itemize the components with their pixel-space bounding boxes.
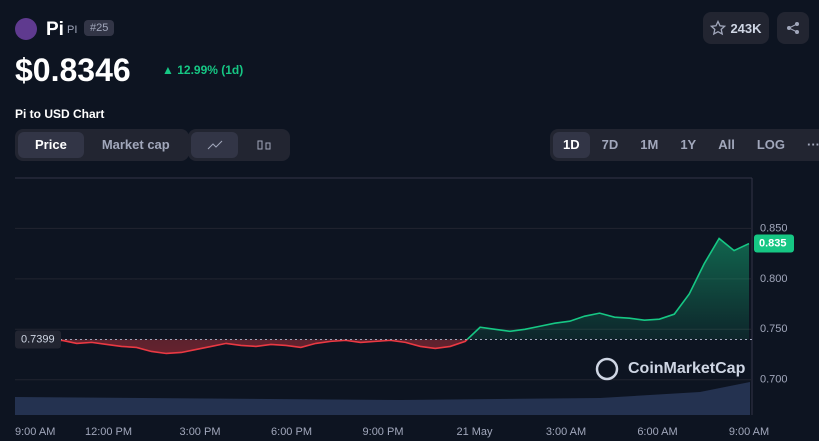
x-tick-label: 3:00 PM xyxy=(180,426,221,438)
area-down xyxy=(17,339,749,354)
line-icon xyxy=(207,140,223,150)
range-button[interactable]: 1M xyxy=(640,137,659,152)
x-tick-label: 21 May xyxy=(456,426,493,438)
chart-title: Pi to USD Chart xyxy=(15,107,105,121)
price: $0.8346 xyxy=(15,52,131,88)
x-tick-label: 3:00 AM xyxy=(546,426,586,438)
price-change-value: 12.99% (1d) xyxy=(177,63,244,77)
candle-type-button[interactable] xyxy=(240,132,287,158)
volume-area xyxy=(15,382,750,415)
coin-symbol: PI xyxy=(67,24,78,36)
tab[interactable]: Price xyxy=(18,132,84,158)
price-change: ▲ 12.99% (1d) xyxy=(162,63,244,77)
baseline-tag xyxy=(15,330,61,349)
range-button[interactable]: 1Y xyxy=(680,137,697,152)
x-tick-label: 9:00 AM xyxy=(729,426,769,438)
watchlist-button[interactable]: 243K xyxy=(703,12,769,44)
chart: 0.700 0.750 0.800 0.850 9:00 AM 12:00 PM 3:00 … xyxy=(15,177,794,438)
coin-logo xyxy=(15,18,37,40)
plot: 0.700 0.750 0.800 0.850 9:00 AM 12:00 PM 3:00 … xyxy=(15,222,794,438)
share-button[interactable] xyxy=(777,12,809,44)
x-tick-label: 12:00 PM xyxy=(85,426,132,438)
rank-badge: #25 xyxy=(84,20,115,36)
y-tick-label: 0.700 xyxy=(760,374,788,386)
x-tick-label: 6:00 AM xyxy=(637,426,677,438)
candle-icon xyxy=(257,140,271,150)
watchlist-count: 243K xyxy=(730,20,762,36)
range-button[interactable]: 1D xyxy=(553,132,590,158)
line-type-button[interactable] xyxy=(191,132,238,158)
chart-type-group xyxy=(188,129,290,161)
last-price-tag xyxy=(754,234,794,253)
watermark-logo xyxy=(595,357,619,381)
area-up xyxy=(17,238,749,340)
range-button[interactable]: All xyxy=(718,137,735,152)
x-tick-label: 9:00 AM xyxy=(15,426,55,438)
share-icon xyxy=(787,22,799,34)
x-tick-label: 6:00 PM xyxy=(271,426,312,438)
range-button[interactable]: 7D xyxy=(601,137,619,152)
more-button[interactable]: ··· xyxy=(807,137,819,152)
y-tick-label: 0.750 xyxy=(760,323,788,335)
x-tick-label: 9:00 PM xyxy=(363,426,404,438)
coin-name: Pi xyxy=(46,19,64,40)
tab[interactable]: Market cap xyxy=(101,137,170,152)
price-line-down xyxy=(16,339,469,355)
baseline-label: 0.7399 xyxy=(21,333,55,345)
star-icon xyxy=(710,20,727,36)
last-price-label: 0.835 xyxy=(759,237,787,249)
watermark: CoinMarketCap xyxy=(628,360,746,377)
price-line-up xyxy=(16,237,750,340)
y-tick-label: 0.800 xyxy=(760,273,788,285)
tab-group: Price Market cap xyxy=(15,129,189,161)
y-tick-label: 0.850 xyxy=(760,222,788,234)
range-group: 1D 7D 1M 1Y All LOG ··· xyxy=(550,129,819,161)
range-button[interactable]: LOG xyxy=(756,137,786,152)
